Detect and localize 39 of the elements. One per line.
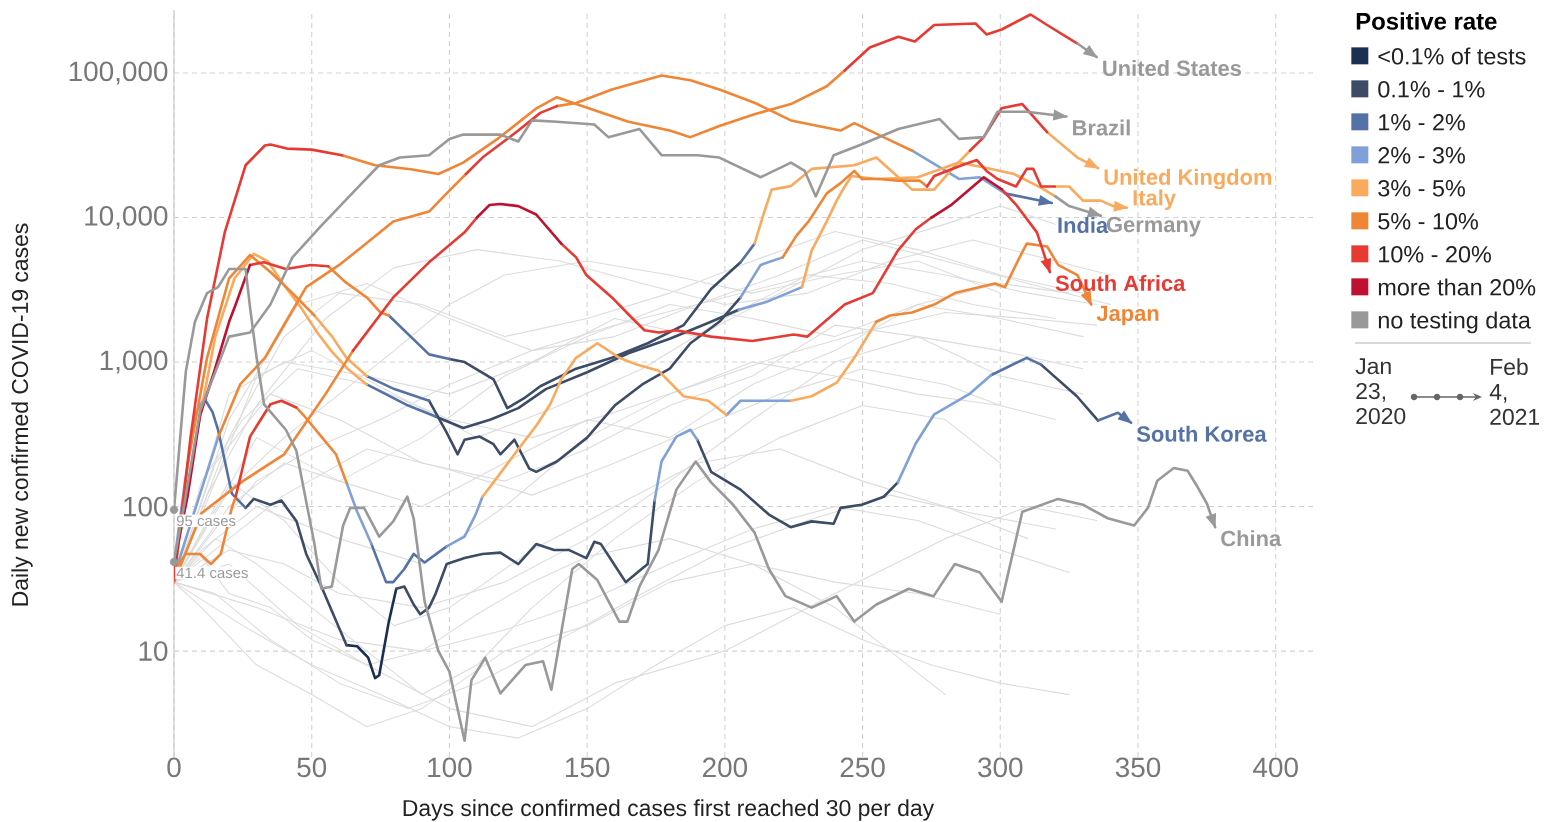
annotation: 95 cases [176, 515, 236, 527]
x-tick-label: 100 [428, 757, 472, 778]
legend-label: 10% - 20% [1379, 246, 1491, 263]
legend-label: 3% - 5% [1378, 180, 1465, 197]
y-tick-label: 1,000 [100, 350, 168, 374]
x-tick-label: 400 [1253, 757, 1298, 778]
x-tick-label: 350 [1115, 757, 1161, 778]
annotation: China [1221, 530, 1282, 547]
x-tick-label: 0 [167, 757, 181, 778]
legend-title: Positive rate [1356, 12, 1497, 30]
text: Jan 23, 2020 [1355, 358, 1406, 425]
legend-label: 0.1% - 1% [1378, 81, 1485, 98]
legend-label: 2% - 3% [1378, 147, 1465, 164]
text: Feb 4, 2021 [1489, 358, 1540, 425]
legend-label: 1% - 2% [1379, 114, 1465, 131]
annotation: United Kingdom [1104, 168, 1272, 190]
x-tick-label: 250 [840, 757, 885, 778]
legend-label: no testing data [1378, 311, 1531, 334]
y-tick-label: 100 [124, 496, 168, 517]
legend-label: 5% - 10% [1378, 213, 1478, 230]
annotation: South Korea [1136, 425, 1267, 442]
y-axis-title: Daily new confirmed COVID-19 cases [11, 223, 33, 606]
x-tick-label: 300 [978, 757, 1023, 778]
annotation: Italy [1133, 189, 1176, 210]
annotation: India [1058, 216, 1109, 234]
x-tick-label: 150 [566, 757, 610, 778]
x-tick-label: 50 [297, 757, 327, 778]
legend-label: more than 20% [1378, 278, 1536, 296]
annotation: Germany [1106, 216, 1201, 237]
annotation: Brazil [1073, 119, 1130, 136]
annotation: Japan [1096, 305, 1159, 326]
x-axis-title: Days since confirmed cases first reached 30 per day [403, 799, 935, 821]
annotation: 41.4 cases [176, 567, 248, 579]
y-tick-label: 100,000 [69, 61, 168, 85]
annotation: United States [1103, 59, 1242, 77]
x-tick-label: 200 [702, 757, 748, 778]
y-tick-label: 10,000 [85, 206, 168, 230]
y-tick-label: 10 [139, 641, 168, 661]
legend-label: <0.1% of tests [1378, 47, 1526, 65]
